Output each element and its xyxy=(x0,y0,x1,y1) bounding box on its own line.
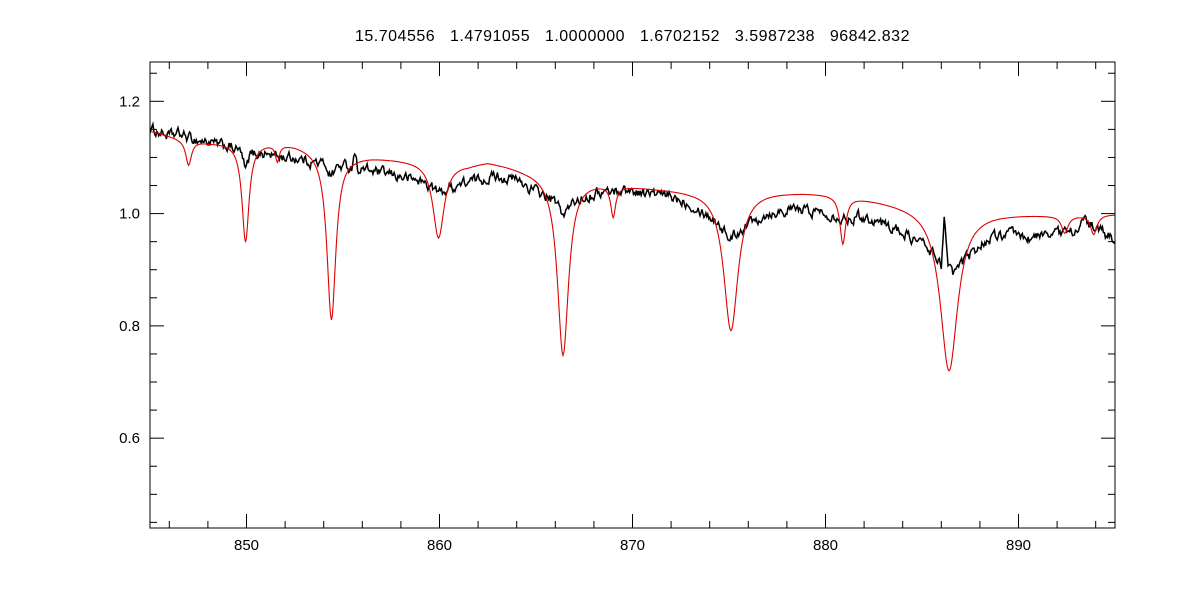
observed-spectrum-line xyxy=(150,121,1115,275)
x-tick-label: 870 xyxy=(620,537,645,554)
y-tick-label: 1.2 xyxy=(119,93,140,110)
plot-frame xyxy=(149,61,1116,529)
x-tick-label: 850 xyxy=(234,537,259,554)
y-tick-label: 1.0 xyxy=(119,206,140,223)
model-spectrum-line xyxy=(150,130,1115,372)
y-tick-label: 0.6 xyxy=(119,430,140,447)
axis-ticks: 850 860 870 880 890 0.6 0.8 1.0 1.2 xyxy=(119,62,1115,554)
spectrum-curves xyxy=(150,121,1115,372)
x-tick-label: 890 xyxy=(1006,537,1031,554)
x-tick-label: 860 xyxy=(427,537,452,554)
fit-parameters-title: 15.704556 1.4791055 1.0000000 1.6702152 … xyxy=(355,28,910,45)
x-tick-label: 880 xyxy=(813,537,838,554)
y-tick-label: 0.8 xyxy=(119,318,140,335)
